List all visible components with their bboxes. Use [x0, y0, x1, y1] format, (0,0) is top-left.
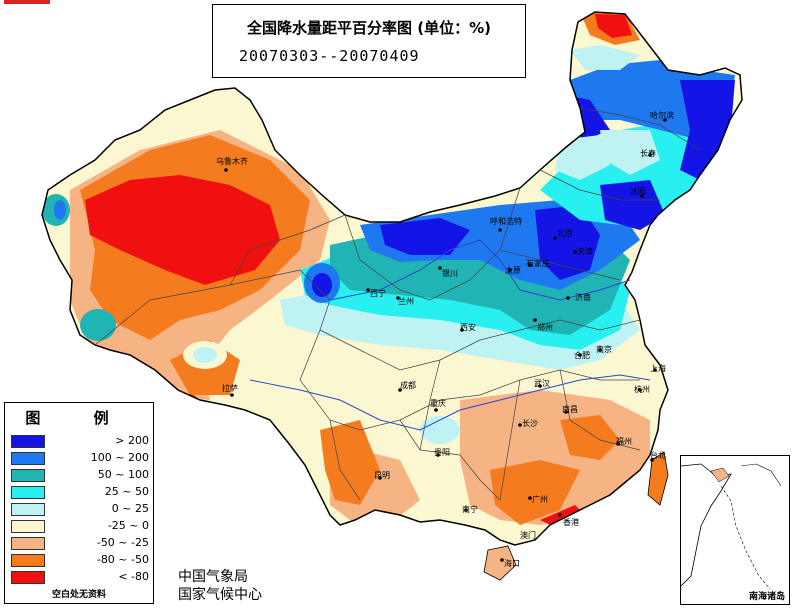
city-label-shanghai: 上海 [650, 364, 666, 373]
legend-swatch [11, 537, 45, 550]
legend-swatch [11, 486, 45, 499]
rivers [249, 239, 651, 431]
city-label-guiyang: 贵阳 [434, 448, 450, 457]
city-label-hohhot: 呼和浩特 [490, 217, 522, 226]
legend-swatch [11, 520, 45, 533]
legend-swatch [11, 571, 45, 584]
city-label-macau: 澳门 [520, 531, 536, 540]
city-label-nanchang: 南昌 [562, 405, 578, 414]
legend-item: -50 ~ -25 [11, 535, 151, 552]
legend-label: 0 ~ 25 [111, 502, 149, 515]
city-label-yinchuan: 银川 [442, 269, 458, 278]
city-label-tianjin: 天津 [577, 247, 593, 256]
city-label-lhasa: 拉萨 [222, 384, 238, 393]
legend: 图 例 > 200 100 ~ 200 50 ~ 100 25 ~ 50 0 ~ 25 -… [4, 402, 154, 604]
city-label-chongqing: 重庆 [430, 399, 446, 408]
city-label-hangzhou: 杭州 [634, 385, 650, 394]
legend-swatch [11, 435, 45, 448]
city-label-hongkong: 香港 [563, 518, 579, 527]
city-label-jinan: 济南 [575, 293, 591, 302]
inset-label: 南海诸岛 [746, 589, 787, 602]
legend-label: 50 ~ 100 [97, 468, 149, 481]
legend-label: -50 ~ -25 [96, 536, 149, 549]
map-title: 全国降水量距平百分率图 (单位：%) [247, 19, 491, 37]
city-label-taipei: 台北 [650, 451, 666, 460]
map-period: 20070303--20070409 [239, 47, 420, 65]
legend-title: 图 例 [25, 409, 133, 427]
city-label-zhengzhou: 郑州 [537, 323, 553, 332]
city-label-shenyang: 沈阳 [630, 187, 646, 196]
legend-swatch [11, 469, 45, 482]
city-label-fuzhou: 福州 [616, 437, 632, 446]
city-label-changchun: 长春 [640, 149, 656, 158]
legend-swatch [11, 554, 45, 567]
legend-item: -80 ~ -50 [11, 552, 151, 569]
legend-label: < -80 [118, 570, 149, 583]
corner-mark [4, 0, 50, 4]
inset-map [680, 463, 782, 597]
city-label-harbin: 哈尔滨 [650, 111, 674, 120]
city-label-changsha: 长沙 [522, 419, 538, 428]
legend-label: 100 ~ 200 [90, 451, 149, 464]
legend-item: 100 ~ 200 [11, 450, 151, 467]
map-title-box: 全国降水量距平百分率图 (单位：%) 20070303--20070409 [212, 4, 526, 78]
city-label-kunming: 昆明 [374, 471, 390, 480]
legend-item: < -80 [11, 569, 151, 586]
city-label-nanjing: 南京 [596, 345, 612, 354]
city-label-lanzhou: 兰州 [398, 297, 414, 306]
legend-item: 50 ~ 100 [11, 467, 151, 484]
city-label-taiyuan: 太原 [505, 266, 521, 275]
legend-item: > 200 [11, 433, 151, 450]
city-label-nanning: 南宁 [462, 505, 478, 514]
legend-note: 空白处无资料 [51, 590, 106, 600]
city-label-xian: 西安 [460, 323, 476, 332]
city-label-shijiazhuang: 石家庄 [526, 259, 550, 268]
city-label-wuhan: 武汉 [534, 379, 550, 388]
city-label-xining: 西宁 [370, 289, 386, 298]
south-china-sea-inset: 南海诸岛 [680, 455, 790, 605]
legend-label: 25 ~ 50 [104, 485, 149, 498]
city-label-beijing: 北京 [557, 229, 573, 238]
legend-label: -25 ~ 0 [107, 519, 149, 532]
agency-name-cma: 中国气象局 [178, 569, 248, 585]
city-label-hefei: 合肥 [574, 351, 590, 360]
city-label-haikou: 海口 [504, 559, 520, 568]
province-boundaries [94, 107, 701, 501]
city-label-chengdu: 成都 [400, 381, 416, 390]
legend-item: 25 ~ 50 [11, 484, 151, 501]
legend-label: -80 ~ -50 [96, 553, 149, 566]
legend-item: -25 ~ 0 [11, 518, 151, 535]
legend-swatch [11, 452, 45, 465]
city-dots [224, 118, 667, 562]
city-label-urumqi: 乌鲁木齐 [216, 157, 248, 166]
city-label-guangzhou: 广州 [532, 495, 548, 504]
legend-item: 0 ~ 25 [11, 501, 151, 518]
legend-swatch [11, 503, 45, 516]
legend-label: > 200 [115, 434, 149, 447]
agency-name-ncc: 国家气候中心 [178, 587, 262, 603]
